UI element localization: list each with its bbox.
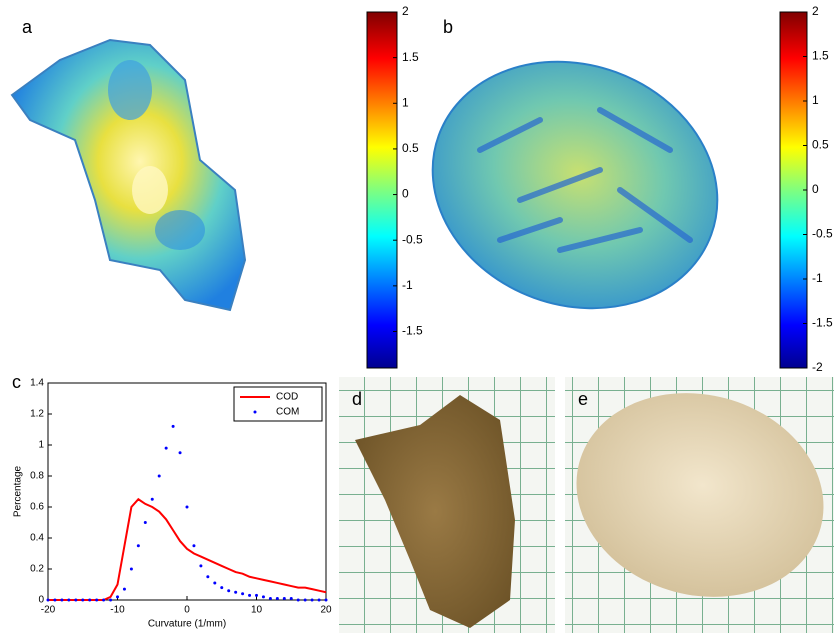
data-line (48, 499, 326, 600)
data-point (311, 599, 314, 602)
data-point (179, 451, 182, 454)
data-point (172, 425, 175, 428)
photo-d (339, 377, 555, 633)
data-point (213, 581, 216, 584)
render-b (398, 23, 753, 348)
data-point (297, 599, 300, 602)
data-point (248, 594, 251, 597)
colorbar-tick-label: 1 (812, 93, 819, 107)
panel-label: c (12, 372, 21, 392)
data-point (199, 564, 202, 567)
x-tick-label: 0 (184, 605, 190, 616)
data-point (81, 599, 84, 602)
data-point (269, 597, 272, 600)
data-point (192, 544, 195, 547)
colorbar (367, 12, 397, 368)
y-tick-label: 0.6 (30, 502, 44, 513)
data-point (123, 588, 126, 591)
data-point (241, 592, 244, 595)
data-point (95, 599, 98, 602)
data-point (116, 595, 119, 598)
x-tick-label: -20 (41, 605, 56, 616)
panel-label: b (443, 17, 453, 37)
figure: a b c d e 2 1.5 1 0.5 0 -0.5 -1 -1.5 2 1.5 1 0.5 0 -0.5 -1 -… (0, 0, 834, 633)
x-axis-label: Curvature (1/mm) (148, 619, 226, 630)
data-point (290, 597, 293, 600)
panel-label: a (22, 17, 33, 37)
data-point (53, 599, 56, 602)
data-point (109, 599, 112, 602)
data-point (88, 599, 91, 602)
data-point (262, 595, 265, 598)
y-axis-label: Percentage (13, 465, 24, 517)
colorbar-tick-label: -2 (812, 360, 823, 374)
data-point (137, 544, 140, 547)
y-tick-label: 1.4 (30, 378, 44, 389)
y-tick-label: 0 (38, 595, 44, 606)
x-tick-label: 20 (320, 605, 332, 616)
data-point (74, 599, 77, 602)
colorbar-tick-label: 2 (812, 4, 819, 18)
x-tick-label: -10 (110, 605, 125, 616)
data-point (304, 599, 307, 602)
colorbar-tick-label: -1.5 (402, 324, 423, 338)
photo-e (553, 366, 834, 633)
y-tick-label: 1 (38, 440, 44, 451)
y-tick-label: 0.4 (30, 533, 44, 544)
data-point (276, 597, 279, 600)
y-tick-label: 0.8 (30, 471, 44, 482)
colorbar (780, 12, 807, 368)
data-point (151, 498, 154, 501)
data-point (220, 586, 223, 589)
data-point (325, 599, 328, 602)
colorbar-tick-label: 2 (402, 4, 409, 18)
data-point (130, 568, 133, 571)
colorbar-tick-label: 1.5 (402, 50, 419, 64)
legend-label: COM (276, 407, 299, 418)
data-point (255, 594, 258, 597)
data-point (102, 599, 105, 602)
colorbar-tick-label: 0 (812, 182, 819, 196)
x-tick-label: 10 (251, 605, 263, 616)
colorbar-tick-label: 0.5 (402, 141, 419, 155)
panel-label: e (578, 389, 588, 409)
render-a (12, 40, 245, 310)
panel-label: d (352, 389, 362, 409)
data-point (165, 447, 168, 450)
data-point (206, 575, 209, 578)
colorbar-tick-label: 0.5 (812, 138, 829, 152)
data-point (283, 597, 286, 600)
colorbar-tick-label: -1.5 (812, 316, 833, 330)
colorbar-tick-label: 0 (402, 187, 409, 201)
colorbar-tick-label: 1.5 (812, 49, 829, 63)
data-point (227, 589, 230, 592)
data-point (186, 506, 189, 509)
data-point (158, 475, 161, 478)
data-point (67, 599, 70, 602)
data-point (47, 599, 50, 602)
colorbar-tick-label: -0.5 (812, 227, 833, 241)
data-point (318, 599, 321, 602)
colorbar-tick-label: -1 (812, 271, 823, 285)
y-tick-label: 0.2 (30, 564, 44, 575)
y-tick-label: 1.2 (30, 409, 44, 420)
legend-swatch (254, 411, 257, 414)
data-point (60, 599, 63, 602)
legend-label: COD (276, 392, 298, 403)
data-point (234, 591, 237, 594)
colorbar-tick-label: -1 (402, 278, 413, 292)
colorbar-tick-label: 1 (402, 95, 409, 109)
data-point (144, 521, 147, 524)
colorbar-tick-label: -0.5 (402, 232, 423, 246)
